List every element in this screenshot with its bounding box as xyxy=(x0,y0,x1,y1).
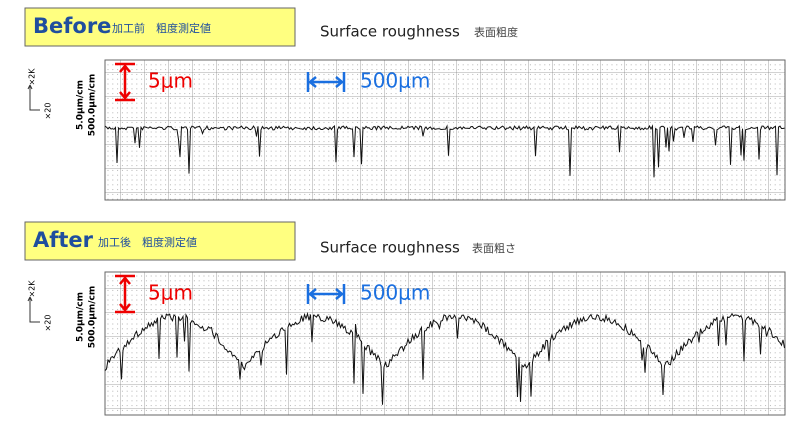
mag-h: ×20 xyxy=(44,315,53,332)
axis-v: 5.0μm/cm xyxy=(76,80,86,130)
panel-title: Surface roughness xyxy=(320,23,460,41)
panel-label: After xyxy=(33,228,94,252)
axis-h: 500.0μm/cm xyxy=(88,286,98,348)
label-box xyxy=(24,221,296,261)
v-scale-arrow xyxy=(115,274,135,314)
label-box xyxy=(24,7,296,47)
roughness-trace xyxy=(104,311,785,405)
panel-title-sub: 表面粗さ xyxy=(472,241,516,255)
roughness-trace xyxy=(104,124,785,178)
v-scale-arrow xyxy=(115,62,135,102)
h-scale-arrow xyxy=(306,284,346,304)
h-scale-label: 500μm xyxy=(360,281,430,305)
h-scale-label: 500μm xyxy=(360,69,430,93)
v-scale-label: 5μm xyxy=(148,281,193,305)
panel-title-sub: 表面粗度 xyxy=(474,25,518,39)
axis-h: 500.0μm/cm xyxy=(88,74,98,136)
panel-label-sub: 加工後 粗度測定値 xyxy=(98,235,197,249)
axis-v: 5.0μm/cm xyxy=(76,292,86,342)
mag-v: ×2K xyxy=(28,280,37,298)
h-scale-arrow xyxy=(306,72,346,92)
panel-title: Surface roughness xyxy=(320,239,460,257)
axis-icon xyxy=(27,296,40,323)
grid-major xyxy=(104,271,786,416)
panel-label: Before xyxy=(33,14,111,38)
mag-h: ×20 xyxy=(44,103,53,120)
panel-label-sub: 加工前 粗度測定値 xyxy=(112,21,211,35)
v-scale-label: 5μm xyxy=(148,69,193,93)
grid-major xyxy=(104,59,786,201)
mag-v: ×2K xyxy=(28,68,37,86)
axis-icon xyxy=(27,84,40,111)
